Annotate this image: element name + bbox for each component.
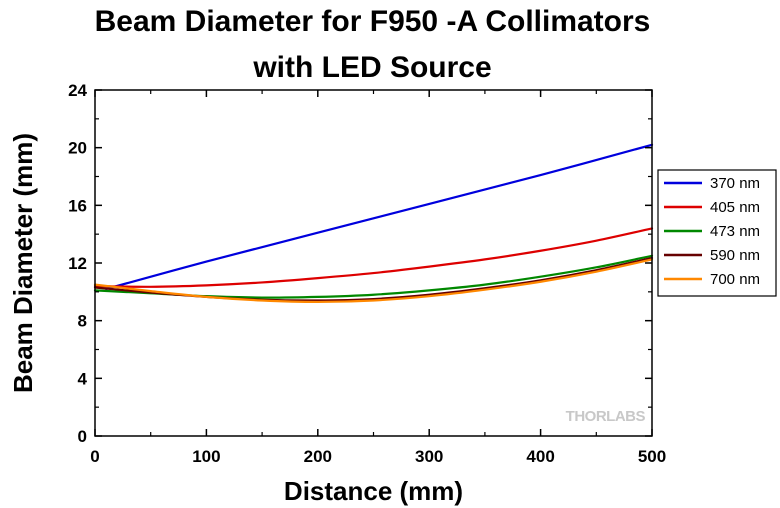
x-tick-label: 300 (415, 447, 443, 466)
y-tick-label: 24 (68, 81, 87, 100)
legend-label: 473 nm (710, 223, 760, 240)
legend-label: 405 nm (710, 199, 760, 216)
x-tick-label: 100 (192, 447, 220, 466)
series-line-405-nm (93, 227, 654, 288)
chart-title-line-1: Beam Diameter for F950 -A Collimators (94, 5, 651, 38)
series-line-700-nm (93, 258, 654, 304)
legend: 370 nm 405 nm 473 nm 590 nm 700 nm (657, 169, 777, 297)
legend-label: 590 nm (710, 247, 760, 264)
legend-label: 700 nm (710, 271, 760, 288)
y-tick-label: 8 (78, 312, 87, 331)
x-tick-label: 0 (90, 447, 99, 466)
y-tick-label: 4 (78, 369, 88, 388)
plot-lines (93, 143, 654, 304)
axis-tick-labels: 0 100 200 300 400 500 0 4 8 12 16 20 24 (68, 81, 666, 466)
x-tick-label: 400 (526, 447, 554, 466)
series-line-370-nm (105, 143, 654, 291)
y-tick-label: 12 (68, 254, 87, 273)
y-axis-title: Beam Diameter (mm) (8, 133, 38, 393)
legend-box (657, 169, 777, 297)
legend-label: 370 nm (710, 175, 760, 192)
chart-title-line-2: with LED Source (253, 51, 492, 84)
plot-frame (94, 89, 653, 437)
x-tick-label: 500 (638, 447, 666, 466)
x-tick-label: 200 (304, 447, 332, 466)
y-tick-label: 20 (68, 139, 87, 158)
y-tick-label: 16 (68, 196, 87, 215)
x-axis-title: Distance (mm) (284, 476, 463, 506)
watermark-text: THORLABS (566, 408, 646, 425)
axis-ticks (94, 89, 653, 437)
y-tick-label: 0 (78, 427, 87, 446)
